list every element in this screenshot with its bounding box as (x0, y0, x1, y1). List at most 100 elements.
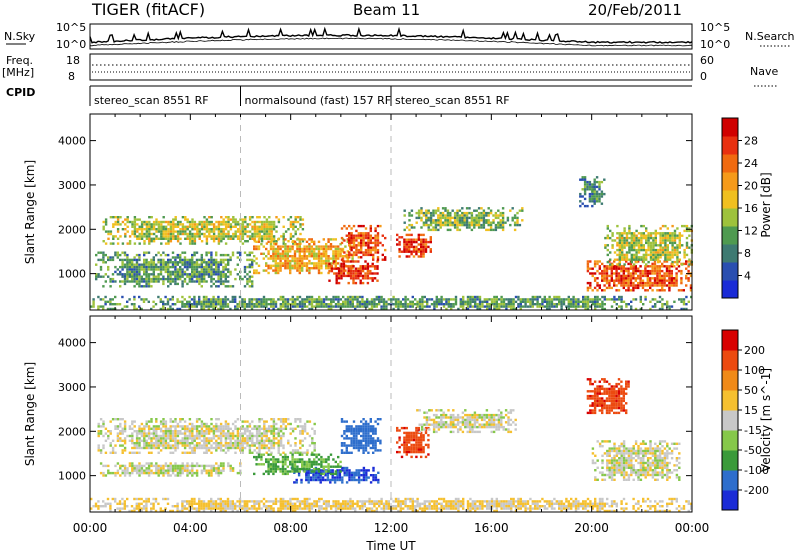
power-cell (186, 268, 189, 271)
power-cell (305, 262, 309, 265)
power-cell (663, 265, 666, 268)
power-cell (429, 216, 433, 220)
power-cell (328, 269, 331, 273)
power-cell (179, 273, 182, 276)
velocity-cell (183, 420, 187, 423)
power-cell (617, 289, 621, 292)
power-cell (293, 262, 297, 265)
power-cell (181, 305, 184, 308)
velocity-cell (169, 467, 172, 470)
power-cell (516, 223, 519, 227)
velocity-cell (212, 434, 216, 438)
velocity-cell (258, 430, 261, 433)
power-cell (126, 273, 129, 276)
power-cell (526, 298, 530, 301)
power-cell (176, 256, 179, 259)
power-cell (417, 209, 421, 212)
power-cell (473, 209, 476, 212)
power-cell (279, 247, 282, 251)
power-cell (133, 225, 137, 228)
power-cell (408, 255, 411, 258)
power-cell (392, 295, 395, 299)
power-cell (215, 253, 218, 257)
power-cell (645, 236, 648, 240)
power-cell (169, 307, 172, 311)
power-cell (432, 226, 435, 229)
power-cell (186, 282, 189, 286)
power-cell (487, 221, 490, 224)
power-cell (435, 305, 438, 308)
power-cell (191, 270, 194, 274)
power-cell (355, 244, 358, 247)
velocity-cell (164, 430, 168, 433)
power-cell (157, 223, 161, 226)
power-cell (152, 237, 156, 240)
power-cell (372, 248, 375, 252)
power-cell (499, 219, 502, 222)
power-cell (458, 214, 462, 217)
power-cell (277, 218, 281, 221)
velocity-cell (104, 464, 108, 468)
power-cell (658, 260, 661, 263)
power-cell (159, 300, 162, 303)
power-cell (299, 218, 302, 221)
power-cell (191, 237, 194, 240)
power-cell (396, 233, 399, 237)
power-cell (671, 244, 674, 247)
power-cell (107, 237, 110, 240)
power-cell (629, 289, 633, 292)
velocity-cell (171, 444, 175, 447)
power-cell (176, 307, 179, 311)
power-cell (669, 251, 672, 254)
power-cell (119, 270, 122, 274)
power-cell (420, 250, 423, 253)
power-cell (145, 232, 149, 236)
velocity-cell (246, 420, 249, 423)
power-cell (224, 275, 227, 278)
velocity-cell (128, 462, 132, 465)
velocity-cell (159, 469, 163, 472)
power-cell (422, 243, 425, 246)
velocity-cell (251, 442, 254, 445)
power-cell (145, 261, 148, 264)
power-cell (322, 262, 325, 265)
power-cell (524, 300, 527, 303)
power-cell (654, 234, 657, 237)
power-cell (253, 271, 256, 275)
power-cell (231, 300, 234, 303)
power-cell (198, 263, 201, 266)
power-cell (167, 263, 170, 266)
power-cell (550, 300, 554, 303)
power-cell (305, 269, 309, 272)
power-cell (451, 209, 454, 212)
power-cell (601, 300, 604, 303)
velocity-cell (212, 427, 216, 430)
power-cell (410, 243, 413, 246)
power-cell (203, 223, 206, 226)
power-cell (140, 237, 144, 240)
power-cell (148, 223, 151, 226)
velocity-cell (176, 439, 180, 442)
velocity-cell (171, 430, 175, 433)
power-cell (659, 241, 662, 245)
velocity-cell (222, 469, 225, 472)
velocity-cell (236, 432, 240, 435)
power-cell (203, 280, 206, 283)
power-cell (332, 238, 335, 241)
power-cell (193, 228, 197, 231)
velocity-cell (183, 432, 187, 435)
velocity-cell (248, 422, 252, 426)
power-cell (207, 303, 210, 306)
velocity-cell (260, 439, 264, 442)
power-cell (374, 234, 377, 237)
power-cell (680, 279, 683, 282)
power-cell (121, 242, 125, 245)
velocity-cell (159, 420, 163, 423)
velocity-cell (231, 446, 235, 450)
power-cell (256, 216, 259, 219)
velocity-cell (135, 469, 139, 472)
power-cell (394, 305, 398, 308)
velocity-cell (207, 449, 211, 452)
power-cell (257, 247, 261, 251)
power-cell (456, 221, 459, 224)
